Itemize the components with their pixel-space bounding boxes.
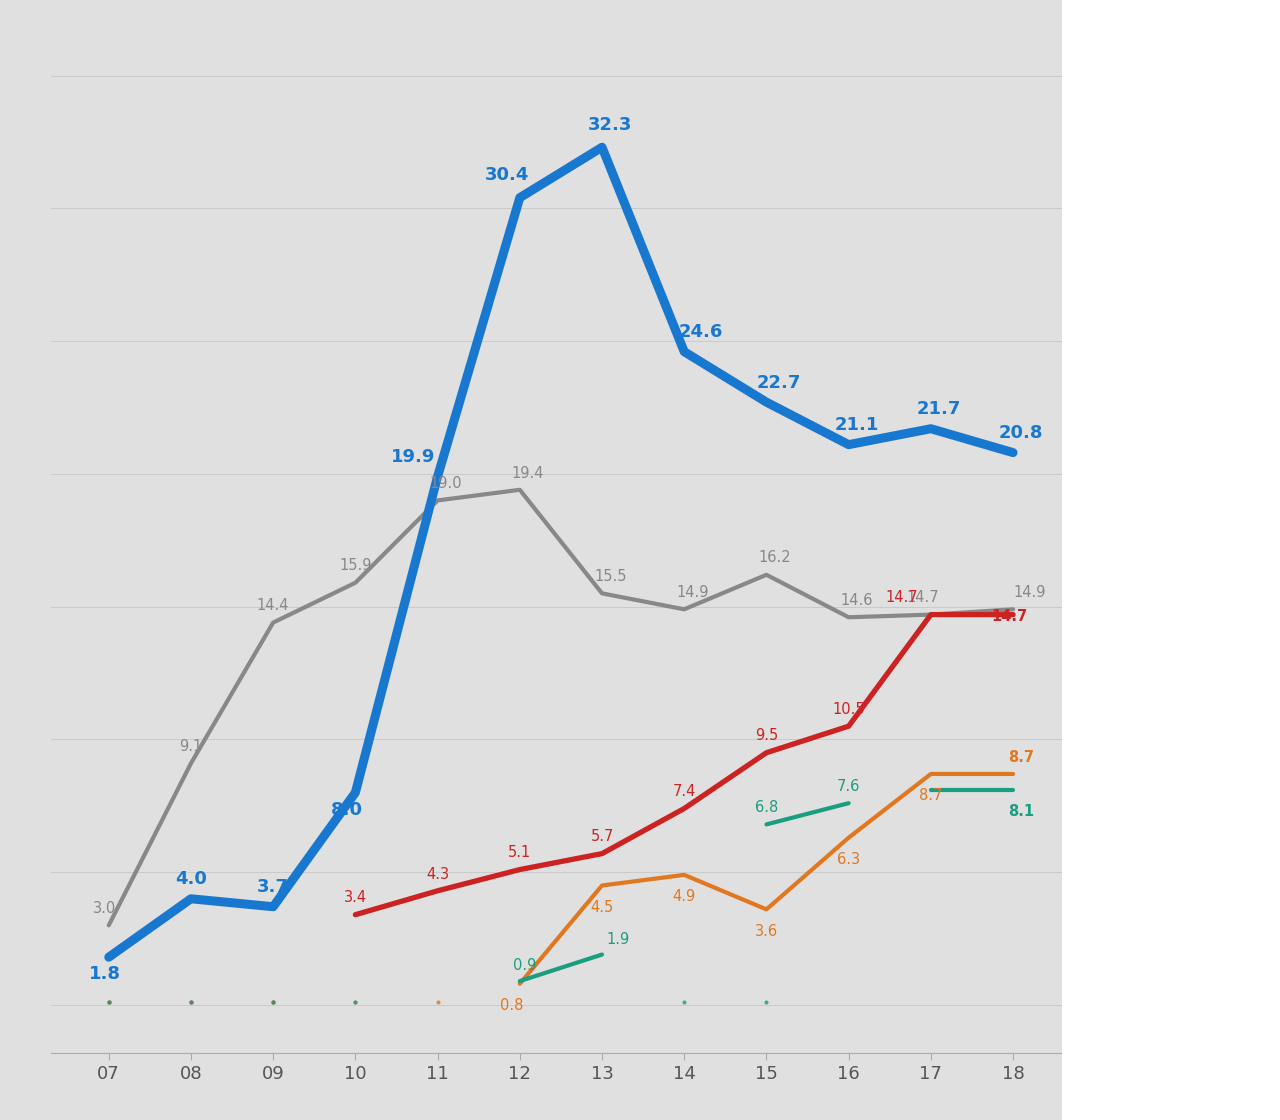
Ellipse shape: [1162, 590, 1171, 614]
Text: 5.7: 5.7: [590, 829, 613, 844]
Text: 14.6: 14.6: [841, 592, 873, 608]
Ellipse shape: [1169, 572, 1175, 609]
Text: 14.9: 14.9: [1014, 585, 1046, 600]
Text: 8.7: 8.7: [919, 788, 942, 803]
Text: 6.3: 6.3: [837, 852, 860, 867]
FancyBboxPatch shape: [1105, 720, 1229, 843]
Text: 14.4: 14.4: [257, 598, 289, 614]
Ellipse shape: [1157, 541, 1162, 588]
Text: 14.7: 14.7: [991, 609, 1027, 624]
Text: 8.1: 8.1: [1009, 804, 1034, 819]
Text: 6.8: 6.8: [755, 800, 778, 815]
Text: 14.7: 14.7: [906, 590, 940, 605]
Text: oppo: oppo: [1149, 889, 1184, 904]
Text: 24.6: 24.6: [678, 323, 723, 342]
Text: 9.5: 9.5: [755, 728, 778, 744]
Text: 15.5: 15.5: [594, 569, 626, 584]
Ellipse shape: [1158, 520, 1165, 557]
Text: 20.8: 20.8: [1000, 424, 1043, 442]
Text: 7.4: 7.4: [672, 784, 696, 800]
Text: 30.4: 30.4: [485, 167, 530, 185]
Text: 4.5: 4.5: [590, 899, 613, 915]
Text: 9.1: 9.1: [179, 739, 202, 754]
Text: 14.9: 14.9: [676, 585, 709, 600]
Text: 8.0: 8.0: [332, 801, 364, 819]
Text: 19.4: 19.4: [512, 466, 544, 480]
Text: 16.2: 16.2: [758, 551, 791, 566]
Text: 7.6: 7.6: [837, 778, 860, 794]
Text: 32.3: 32.3: [588, 116, 632, 134]
Text: 22.7: 22.7: [756, 374, 801, 392]
Ellipse shape: [1162, 516, 1171, 540]
Text: 8.7: 8.7: [1009, 749, 1034, 765]
Text: 4.9: 4.9: [672, 889, 696, 904]
Text: 21.7: 21.7: [916, 400, 961, 418]
Text: 19.0: 19.0: [430, 476, 462, 492]
Text: 19.9: 19.9: [390, 448, 435, 466]
FancyBboxPatch shape: [1096, 843, 1239, 950]
Circle shape: [1149, 493, 1157, 538]
Text: 4.0: 4.0: [175, 870, 207, 888]
Text: 3.7: 3.7: [257, 878, 289, 896]
Text: 14.7: 14.7: [886, 590, 919, 605]
Ellipse shape: [1107, 417, 1270, 489]
Text: SAMSUNG: SAMSUNG: [1157, 448, 1220, 458]
Text: 5.1: 5.1: [508, 846, 531, 860]
Text: 3.6: 3.6: [755, 924, 778, 939]
Text: 3.0: 3.0: [93, 900, 116, 916]
Circle shape: [1140, 497, 1158, 587]
Ellipse shape: [1158, 572, 1165, 609]
Text: 0.9: 0.9: [513, 958, 536, 973]
Text: 1.8: 1.8: [88, 965, 120, 983]
Ellipse shape: [1171, 541, 1176, 588]
Text: mi: mi: [1152, 772, 1183, 792]
Text: 0.8: 0.8: [500, 998, 524, 1012]
Ellipse shape: [1169, 520, 1175, 557]
Text: HUAWEI: HUAWEI: [1143, 645, 1190, 655]
Text: 15.9: 15.9: [339, 559, 371, 573]
Text: 3.4: 3.4: [344, 890, 367, 905]
Text: 1.9: 1.9: [607, 932, 630, 946]
Text: 4.3: 4.3: [426, 867, 449, 881]
Text: 21.1: 21.1: [835, 416, 879, 435]
Text: 10.5: 10.5: [832, 702, 865, 717]
